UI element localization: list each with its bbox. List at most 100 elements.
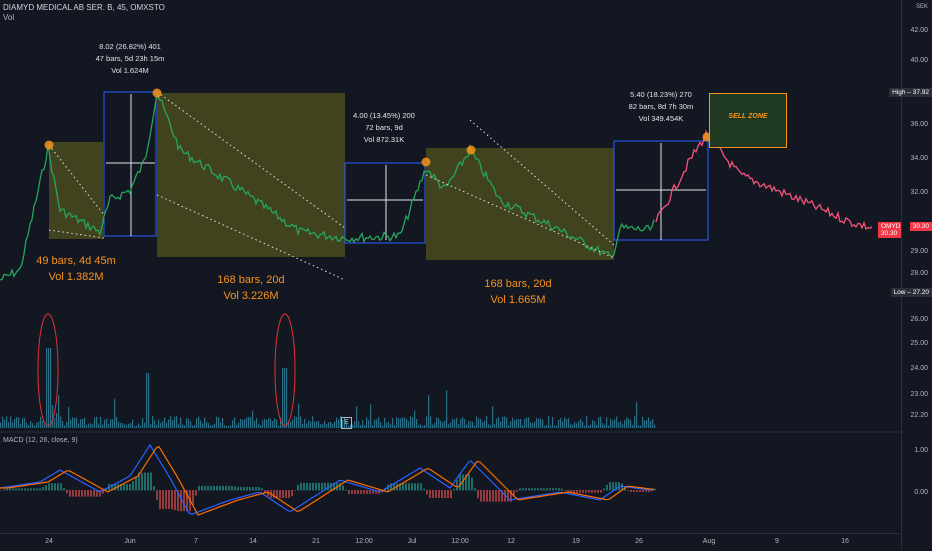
macd-histogram-bar bbox=[573, 490, 575, 493]
macd-histogram-bar bbox=[339, 482, 341, 491]
macd-histogram-bar bbox=[519, 488, 521, 491]
macd-histogram-bar bbox=[648, 490, 650, 492]
volume-bar bbox=[536, 417, 538, 428]
volume-bar bbox=[524, 418, 526, 428]
volume-bar bbox=[282, 368, 284, 428]
macd-histogram-bar bbox=[327, 482, 329, 491]
macd-histogram-bar bbox=[159, 490, 161, 509]
volume-bar bbox=[400, 418, 402, 428]
volume-bar bbox=[562, 421, 564, 428]
volume-bar bbox=[54, 417, 56, 428]
time-tick: 24 bbox=[45, 538, 53, 545]
macd-histogram-bar bbox=[219, 485, 221, 491]
price-axis[interactable]: SEK 42.00 40.00 36.00 34.00 32.00 29.00 … bbox=[889, 0, 932, 550]
volume-bar bbox=[448, 424, 450, 428]
volume-bar bbox=[354, 421, 356, 428]
volume-bar bbox=[84, 417, 86, 428]
volume-bar bbox=[348, 425, 350, 428]
volume-bar bbox=[252, 410, 254, 428]
macd-histogram-bar bbox=[516, 490, 518, 492]
volume-bar bbox=[582, 421, 584, 428]
volume-bar bbox=[396, 417, 398, 428]
macd-histogram-bar bbox=[177, 490, 179, 511]
volume-bar bbox=[572, 424, 574, 428]
volume-bar bbox=[240, 419, 242, 428]
volume-bar bbox=[390, 424, 392, 428]
macd-histogram-bar bbox=[33, 488, 35, 491]
range-label-3: 168 bars, 20d Vol 1.665M bbox=[484, 276, 551, 308]
volume-bar bbox=[92, 424, 94, 428]
macd-histogram-bar bbox=[234, 486, 236, 491]
volume-bar bbox=[414, 410, 416, 428]
range-label-1: 49 bars, 4d 45m Vol 1.382M bbox=[36, 253, 116, 285]
macd-histogram-bar bbox=[225, 485, 227, 491]
volume-bar bbox=[480, 418, 482, 428]
symbol-title[interactable]: DIAMYD MEDICAL AB SER. B, 45, OMXSTO bbox=[3, 3, 165, 12]
macd-histogram-bar bbox=[96, 490, 98, 497]
volume-bar bbox=[552, 416, 554, 428]
price-line bbox=[0, 94, 655, 281]
volume-bar bbox=[134, 425, 136, 428]
earnings-marker-icon[interactable]: E bbox=[341, 417, 352, 429]
sell-zone-box[interactable]: SELL ZONE bbox=[709, 93, 787, 148]
macd-histogram-bar bbox=[42, 487, 44, 491]
volume-bar bbox=[594, 421, 596, 428]
volume-bar bbox=[120, 422, 122, 428]
volume-bar bbox=[560, 418, 562, 428]
volume-bar bbox=[274, 418, 276, 428]
volume-bar bbox=[392, 417, 394, 428]
volume-bar bbox=[512, 417, 514, 428]
macd-histogram-bar bbox=[588, 490, 590, 493]
volume-bar bbox=[634, 416, 636, 428]
volume-bar bbox=[622, 424, 624, 428]
macd-histogram-bar bbox=[201, 485, 203, 491]
macd-histogram-bar bbox=[333, 482, 335, 491]
chart-canvas[interactable] bbox=[0, 0, 902, 533]
volume-bar bbox=[280, 417, 282, 428]
macd-histogram-bar bbox=[198, 485, 200, 491]
macd-histogram-bar bbox=[621, 483, 623, 491]
time-axis[interactable]: 24 Jun 7 14 21 12:00 Jul 12:00 12 19 26 … bbox=[0, 533, 902, 551]
price-tick: 42.00 bbox=[910, 27, 928, 34]
volume-bar bbox=[590, 424, 592, 428]
current-price-badge: 30.30 bbox=[909, 222, 932, 231]
volume-bar bbox=[526, 417, 528, 428]
price-tick: 32.00 bbox=[910, 189, 928, 196]
volume-bar bbox=[6, 416, 8, 428]
volume-bar bbox=[598, 417, 600, 428]
chart-header: DIAMYD MEDICAL AB SER. B, 45, OMXSTO Vol bbox=[3, 3, 165, 23]
price-tick: 24.00 bbox=[910, 365, 928, 372]
macd-legend[interactable]: MACD (12, 26, close, 9) bbox=[3, 437, 78, 444]
macd-histogram-bar bbox=[570, 490, 572, 493]
volume-bar bbox=[632, 424, 634, 428]
volume-legend[interactable]: Vol bbox=[3, 13, 15, 22]
volume-bar bbox=[640, 425, 642, 428]
macd-histogram-bar bbox=[255, 487, 257, 491]
volume-bar bbox=[386, 422, 388, 428]
volume-bar bbox=[126, 425, 128, 428]
price-tick: 28.00 bbox=[910, 270, 928, 277]
macd-histogram-bar bbox=[102, 490, 104, 494]
macd-histogram-bar bbox=[123, 484, 125, 491]
time-tick: Jun bbox=[124, 538, 136, 545]
volume-bar bbox=[308, 420, 310, 428]
volume-bar bbox=[550, 425, 552, 428]
volume-bar bbox=[60, 416, 62, 428]
macd-histogram-bar bbox=[264, 490, 266, 493]
volume-bar bbox=[628, 418, 630, 428]
volume-bar bbox=[540, 418, 542, 428]
macd-histogram-bar bbox=[426, 490, 428, 495]
macd-histogram-bar bbox=[12, 488, 14, 491]
volume-bar bbox=[320, 424, 322, 428]
macd-histogram-bar bbox=[552, 488, 554, 491]
volume-bar bbox=[46, 348, 48, 428]
volume-bar bbox=[430, 416, 432, 428]
macd-histogram-bar bbox=[489, 490, 491, 502]
volume-bar bbox=[170, 416, 172, 428]
volume-bar bbox=[434, 422, 436, 428]
volume-bar bbox=[410, 416, 412, 428]
macd-histogram-bar bbox=[57, 483, 59, 491]
volume-bar bbox=[570, 424, 572, 428]
macd-histogram-bar bbox=[243, 487, 245, 491]
macd-histogram-bar bbox=[510, 490, 512, 502]
